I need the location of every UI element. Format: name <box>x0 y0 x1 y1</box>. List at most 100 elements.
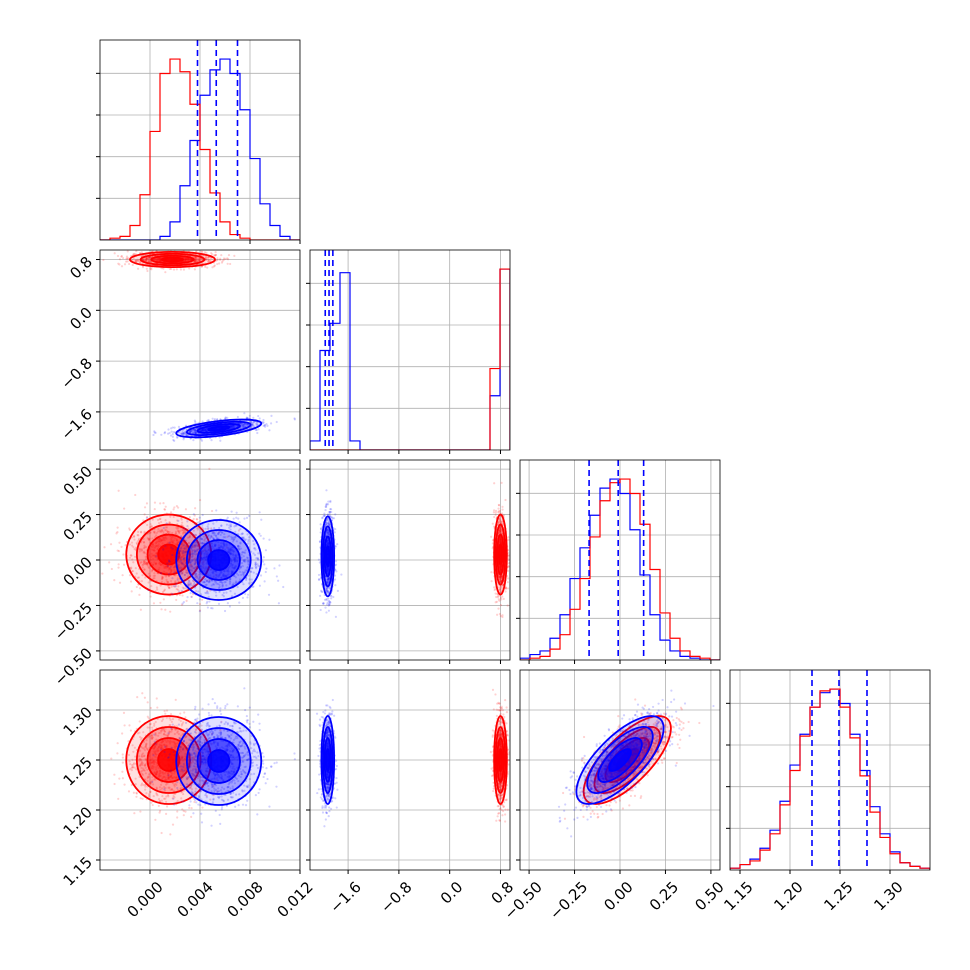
sample-point <box>230 510 233 513</box>
sample-point <box>244 549 247 552</box>
sample-point <box>167 586 171 590</box>
sample-point <box>149 523 152 526</box>
sample-point <box>497 504 501 507</box>
sample-point <box>256 421 259 424</box>
sample-point <box>135 260 138 263</box>
sample-point <box>167 559 171 562</box>
sample-point <box>172 508 175 511</box>
sample-point <box>336 589 340 592</box>
sample-point <box>217 532 220 535</box>
sample-point <box>171 435 174 438</box>
sample-point <box>180 572 183 575</box>
sample-point <box>194 432 197 435</box>
sample-point <box>194 572 198 576</box>
sample-point <box>192 585 195 588</box>
sample-point <box>139 561 142 564</box>
sample-point <box>133 534 136 538</box>
sample-point <box>241 423 245 426</box>
sample-point <box>180 603 183 606</box>
sample-point <box>160 528 164 531</box>
sample-point <box>169 565 172 569</box>
sample-point <box>143 506 147 509</box>
sample-point <box>148 537 151 540</box>
sample-point <box>254 561 257 564</box>
sample-point <box>254 548 257 551</box>
sample-point <box>501 508 504 511</box>
sample-point <box>193 268 196 271</box>
sample-point <box>190 565 193 568</box>
sample-point <box>507 565 510 568</box>
sample-point <box>164 526 167 529</box>
sample-point <box>134 260 137 263</box>
sample-point <box>161 591 164 594</box>
sample-point <box>188 267 191 270</box>
sample-point <box>154 534 158 537</box>
sample-point <box>217 602 221 605</box>
sample-point <box>229 581 232 584</box>
sample-point <box>138 550 141 553</box>
sample-point <box>222 258 225 262</box>
sample-point <box>211 607 214 610</box>
sample-point <box>164 575 168 578</box>
sample-point <box>212 531 215 535</box>
sample-point <box>212 265 216 268</box>
sample-point <box>226 602 229 605</box>
sample-point <box>221 531 224 534</box>
sample-point <box>163 508 166 511</box>
sample-point <box>250 421 253 424</box>
sample-point <box>213 264 216 267</box>
sample-point <box>262 424 265 428</box>
sample-point <box>196 575 199 578</box>
sample-point <box>242 537 245 540</box>
sample-point <box>263 563 266 566</box>
sample-point <box>216 418 219 421</box>
sample-point <box>226 258 230 261</box>
sample-point <box>182 268 186 271</box>
hist-panel-p1 <box>306 249 511 454</box>
sample-point <box>176 436 179 439</box>
sample-point <box>325 489 328 492</box>
sample-point <box>321 602 325 605</box>
sample-point <box>193 247 195 249</box>
sample-point <box>210 509 214 513</box>
sample-point <box>234 535 237 538</box>
sample-point <box>115 532 118 535</box>
sample-point <box>188 564 191 567</box>
sample-point <box>208 600 211 603</box>
density-contour <box>146 533 191 576</box>
sample-point <box>200 538 204 541</box>
sample-point <box>172 430 175 434</box>
sample-point <box>268 429 271 432</box>
sample-point <box>182 587 186 590</box>
sample-point <box>145 257 148 260</box>
sample-point <box>497 507 500 510</box>
sample-point <box>501 615 504 619</box>
sample-point <box>196 526 199 530</box>
y-tick-label: −0.8 <box>58 354 96 392</box>
sample-point <box>143 530 146 533</box>
y-tick-label: −1.6 <box>58 405 96 443</box>
sample-point <box>160 529 164 532</box>
sample-point <box>206 580 209 583</box>
sample-point <box>140 560 143 564</box>
sample-point <box>137 576 141 579</box>
sample-point <box>506 587 510 590</box>
sample-point <box>179 432 183 435</box>
sample-point <box>196 256 199 260</box>
sample-point <box>251 424 254 427</box>
sample-point <box>136 533 139 537</box>
sample-point <box>251 423 255 426</box>
sample-point <box>194 429 197 433</box>
sample-point <box>144 576 147 579</box>
sample-point <box>144 563 147 566</box>
sample-point <box>224 257 227 260</box>
sample-point <box>183 573 187 576</box>
sample-point <box>225 591 228 594</box>
sample-point <box>241 596 244 599</box>
sample-point <box>205 592 208 595</box>
sample-point <box>199 542 202 545</box>
sample-point <box>255 422 258 425</box>
sample-point <box>193 570 196 574</box>
sample-point <box>183 551 186 554</box>
sample-point <box>183 531 186 534</box>
